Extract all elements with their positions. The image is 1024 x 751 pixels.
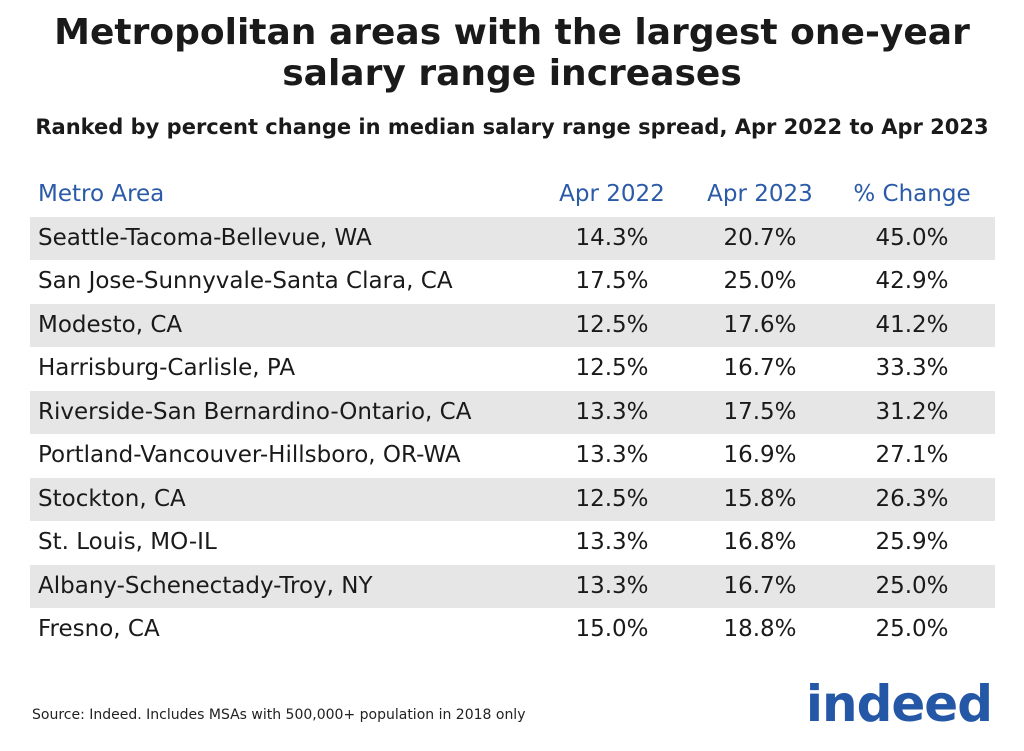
table-row: Seattle-Tacoma-Bellevue, WA 14.3% 20.7% 45.… (30, 216, 995, 260)
table-cell: 27.1% (875, 442, 949, 468)
table-cell: San Jose-Sunnyvale-Santa Clara, CA (38, 268, 453, 294)
table-cell: 33.3% (875, 355, 949, 381)
table-cell: Riverside-San Bernardino-Ontario, CA (38, 398, 472, 425)
table-cell: 12.5% (575, 485, 649, 512)
table-cell: 13.3% (575, 398, 649, 425)
table-row: Harrisburg-Carlisle, PA 12.5% 16.7% 33.3% (30, 347, 995, 390)
table-row: Riverside-San Bernardino-Ontario, CA 13.3… (30, 390, 995, 434)
table-cell: 18.8% (723, 616, 797, 642)
table-cell: 13.3% (575, 572, 649, 599)
table-cell: 15.8% (723, 485, 797, 512)
table-cell: 31.2% (875, 398, 949, 425)
table-cell: 25.0% (875, 572, 949, 599)
table-row: Modesto, CA 12.5% 17.6% 41.2% (30, 303, 995, 347)
table-cell: 20.7% (723, 224, 797, 251)
table-row: St. Louis, MO-IL 13.3% 16.8% 25.9% (30, 521, 995, 564)
table-cell: 16.8% (723, 529, 797, 555)
column-header: Apr 2023 (707, 181, 813, 207)
logo: indeed (805, 675, 993, 733)
table-cell: 26.3% (875, 485, 949, 512)
table-cell: Modesto, CA (38, 311, 183, 338)
table-row: Fresno, CA 15.0% 18.8% 25.0% (30, 608, 995, 651)
column-header: % Change (853, 181, 971, 207)
table-cell: 17.6% (723, 311, 797, 338)
table-cell: Seattle-Tacoma-Bellevue, WA (38, 224, 372, 251)
table-cell: 25.0% (875, 616, 949, 642)
table-cell: 25.9% (875, 529, 949, 555)
table-cell: St. Louis, MO-IL (38, 529, 217, 555)
table-row: Albany-Schenectady-Troy, NY 13.3% 16.7% 25.… (30, 564, 995, 608)
table-cell: Stockton, CA (38, 485, 186, 512)
table-row: San Jose-Sunnyvale-Santa Clara, CA 17.5% 2… (30, 260, 995, 303)
column-header: Metro Area (38, 181, 165, 207)
table-cell: 14.3% (575, 224, 649, 251)
table-row: Stockton, CA 12.5% 15.8% 26.3% (30, 477, 995, 521)
table-cell: 17.5% (723, 398, 797, 425)
table-cell: Harrisburg-Carlisle, PA (38, 355, 296, 381)
title: Metropolitan areas with the largest one-… (54, 12, 970, 94)
table-cell: Albany-Schenectady-Troy, NY (38, 572, 373, 599)
column-header: Apr 2022 (559, 181, 665, 207)
table-cell: 15.0% (575, 616, 649, 642)
table-cell: 12.5% (575, 311, 649, 338)
table-cell: 45.0% (875, 224, 949, 251)
table-cell: 17.5% (575, 268, 649, 294)
table-cell: 12.5% (575, 355, 649, 381)
table-cell: 13.3% (575, 529, 649, 555)
source-note: Source: Indeed. Includes MSAs with 500,0… (32, 707, 526, 723)
table-row: Portland-Vancouver-Hillsboro, OR-WA 13.3%… (30, 434, 995, 477)
table-cell: 42.9% (875, 268, 949, 294)
table-cell: 13.3% (575, 442, 649, 468)
table-cell: 16.7% (723, 355, 797, 381)
subtitle: Ranked by percent change in median salar… (35, 115, 989, 139)
header-row: Metro Area Apr 2022 Apr 2023 % Change (30, 173, 995, 216)
table-cell: 16.9% (723, 442, 797, 468)
table-cell: Portland-Vancouver-Hillsboro, OR-WA (38, 442, 461, 468)
table-cell: 16.7% (723, 572, 797, 599)
table-cell: 41.2% (875, 311, 949, 338)
table-cell: Fresno, CA (38, 616, 160, 642)
table-cell: 25.0% (723, 268, 797, 294)
